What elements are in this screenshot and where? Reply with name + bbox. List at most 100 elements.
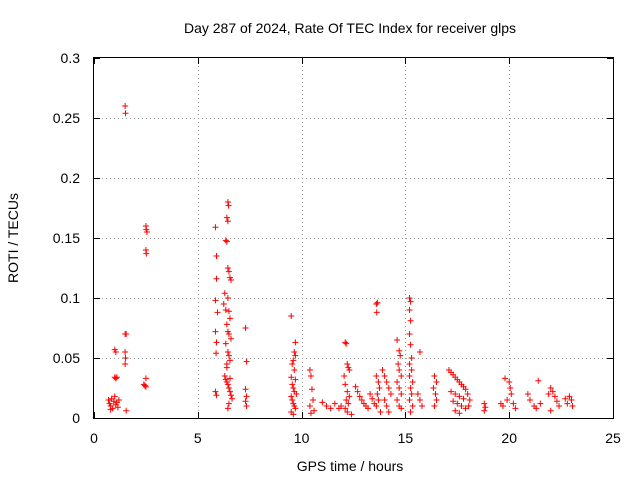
data-point — [356, 393, 363, 400]
y-tick-label: 0.05 — [53, 350, 80, 366]
data-point — [226, 375, 233, 382]
data-point — [142, 383, 149, 390]
data-point — [341, 373, 348, 379]
data-point — [504, 397, 511, 403]
data-point — [228, 277, 235, 283]
data-point — [229, 395, 236, 402]
data-point — [430, 385, 437, 391]
data-point — [212, 297, 219, 304]
data-point — [225, 268, 232, 275]
data-point — [243, 358, 250, 365]
data-point — [228, 392, 235, 399]
data-point — [242, 386, 249, 393]
data-point — [292, 405, 299, 412]
data-point — [466, 397, 473, 403]
data-point — [289, 397, 296, 403]
data-point — [406, 307, 413, 313]
data-point — [398, 391, 405, 397]
data-point — [406, 295, 413, 301]
data-point — [112, 375, 119, 382]
data-point — [224, 381, 231, 388]
data-point — [510, 400, 517, 407]
data-point — [396, 367, 403, 373]
data-point — [292, 352, 299, 359]
data-point — [358, 397, 365, 403]
data-point — [224, 405, 231, 412]
data-point — [462, 386, 469, 393]
data-point — [306, 403, 313, 409]
data-point — [214, 309, 221, 316]
data-point — [507, 385, 514, 391]
data-point — [308, 386, 315, 393]
data-point — [395, 361, 402, 367]
data-point — [406, 397, 413, 403]
data-point — [122, 110, 129, 117]
data-point — [290, 411, 297, 418]
data-point — [569, 403, 576, 409]
data-point — [385, 409, 392, 415]
data-point — [408, 367, 415, 373]
data-point — [373, 309, 380, 316]
data-point — [450, 398, 457, 405]
data-point — [482, 404, 489, 411]
data-point — [345, 400, 352, 407]
data-point — [499, 403, 506, 409]
data-point — [432, 391, 439, 397]
data-point — [225, 331, 232, 337]
data-point — [407, 341, 414, 348]
data-point — [213, 339, 220, 346]
data-point — [243, 403, 250, 409]
data-point — [331, 400, 338, 407]
x-tick-label: 20 — [501, 430, 517, 446]
y-axis-label: ROTI / TECUs — [5, 193, 21, 283]
data-point — [396, 347, 403, 354]
data-point — [112, 349, 119, 355]
data-point — [533, 405, 540, 412]
data-point — [290, 357, 297, 364]
data-point — [416, 397, 423, 403]
data-point — [343, 397, 350, 403]
data-point — [220, 301, 227, 307]
data-point — [306, 367, 313, 373]
data-point — [290, 385, 297, 391]
data-point — [556, 403, 563, 409]
data-point — [226, 315, 233, 322]
data-point — [408, 355, 415, 361]
data-point — [323, 403, 330, 409]
data-point — [375, 379, 382, 385]
data-point — [414, 391, 421, 397]
data-point — [506, 379, 513, 385]
data-point — [289, 361, 296, 367]
data-point — [465, 403, 472, 409]
grid-lines — [94, 58, 613, 418]
data-point — [419, 403, 426, 409]
data-point — [225, 308, 232, 315]
data-point — [545, 391, 552, 397]
data-point — [562, 395, 569, 402]
data-point — [398, 405, 405, 412]
y-tick-label: 0.3 — [61, 50, 81, 66]
data-point — [409, 379, 416, 385]
x-tick-label: 10 — [294, 430, 310, 446]
data-point — [375, 397, 382, 403]
data-point — [122, 355, 129, 361]
data-point — [213, 350, 220, 357]
data-point — [288, 313, 295, 319]
data-point — [460, 395, 467, 402]
y-tick-label: 0.25 — [53, 110, 80, 126]
data-point — [406, 331, 413, 337]
data-point — [291, 367, 298, 373]
data-point — [397, 352, 404, 359]
data-point — [307, 410, 314, 417]
data-point — [225, 202, 232, 209]
data-point — [431, 403, 438, 409]
plot-frame — [93, 57, 614, 419]
data-point — [342, 405, 349, 412]
data-point — [535, 377, 542, 384]
data-point — [224, 349, 231, 355]
data-point — [122, 103, 129, 109]
data-point — [407, 298, 414, 305]
data-point — [379, 367, 386, 373]
data-point — [448, 388, 455, 395]
